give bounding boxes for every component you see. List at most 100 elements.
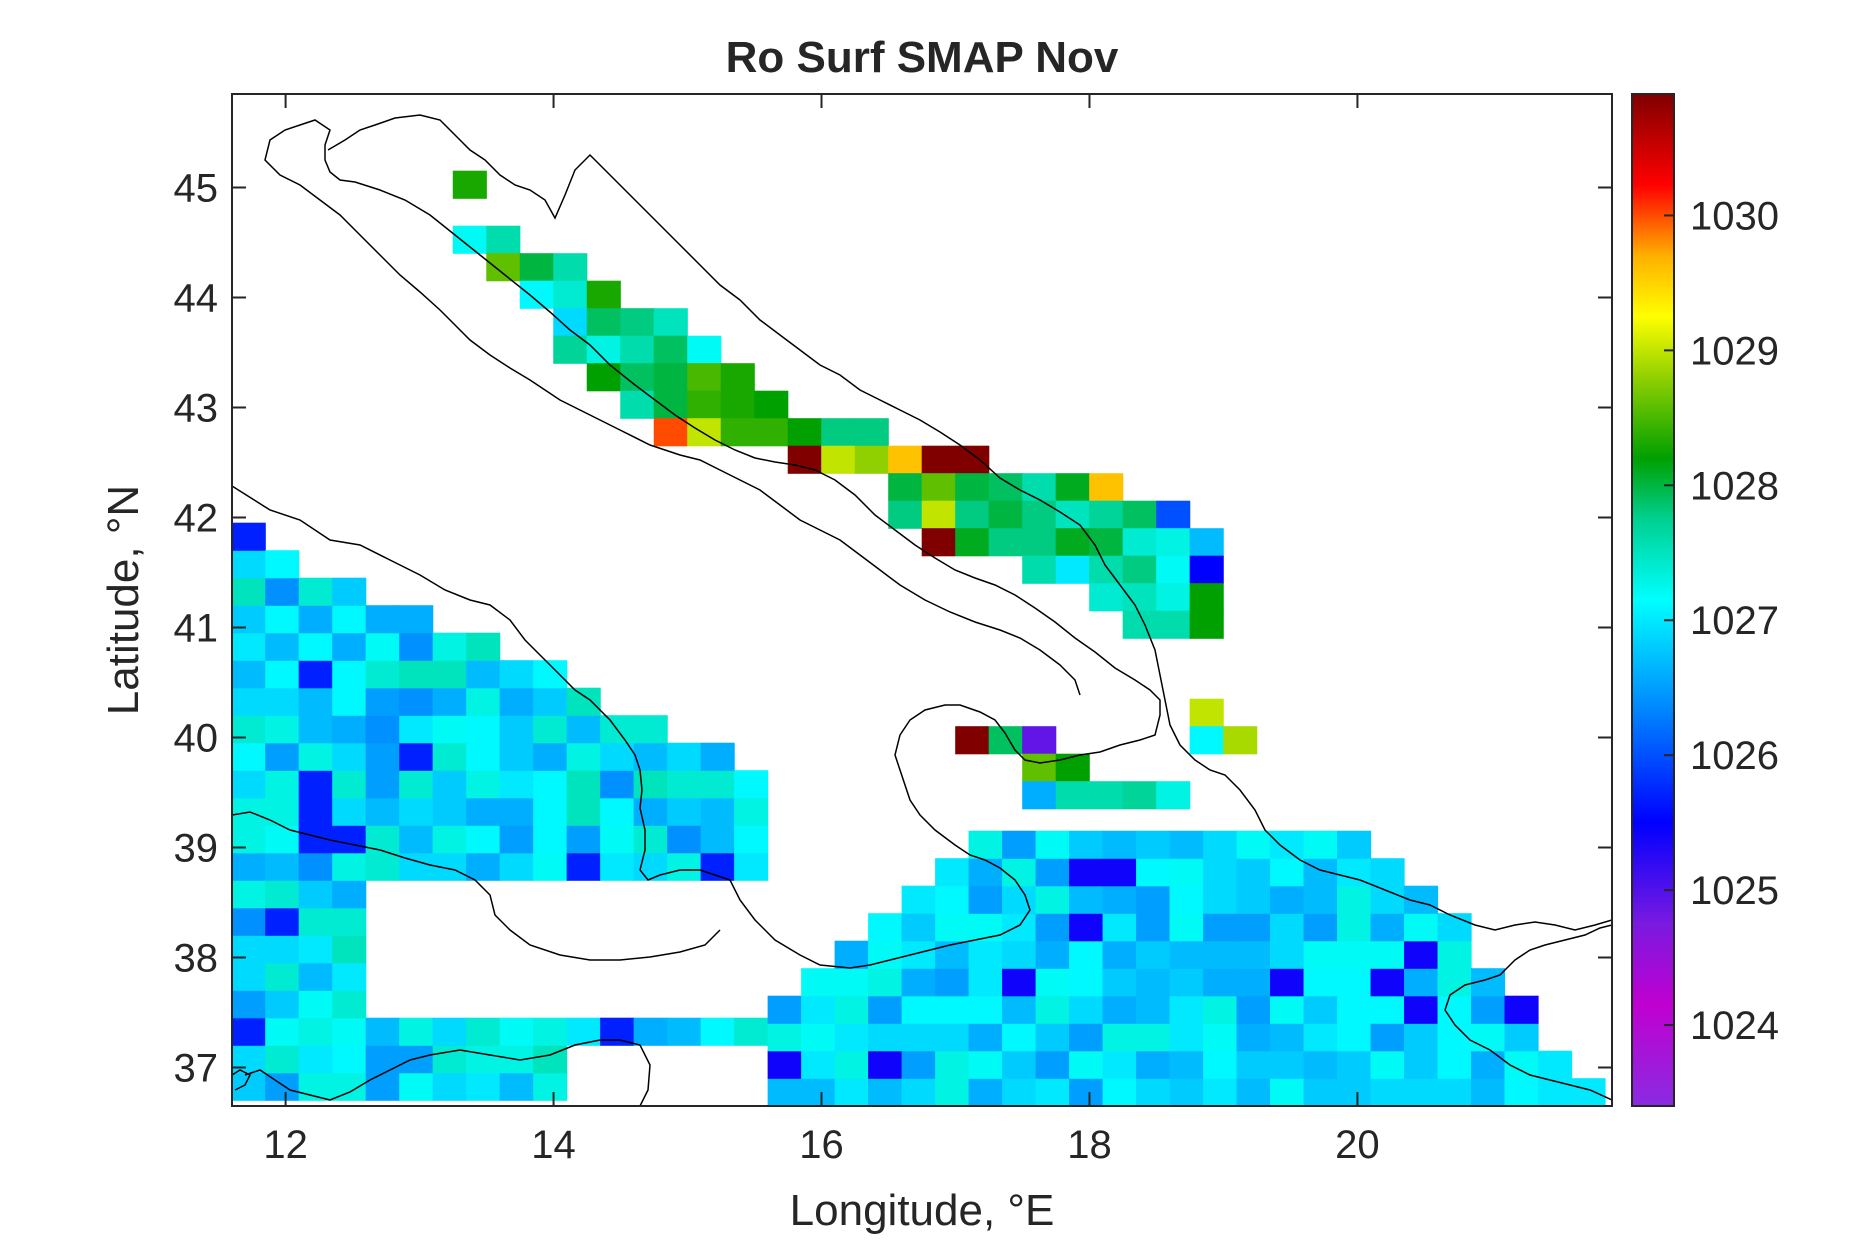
heatmap-cell — [298, 1045, 333, 1074]
heatmap-cell — [332, 632, 367, 661]
heatmap-cell — [767, 995, 802, 1024]
heatmap-cell — [734, 825, 769, 854]
heatmap-cell — [232, 770, 266, 799]
heatmap-cell — [486, 225, 521, 254]
heatmap-cell — [1189, 583, 1224, 612]
heatmap-cell — [232, 1045, 266, 1074]
heatmap-cell — [734, 1017, 769, 1046]
heatmap-cell — [519, 253, 554, 282]
heatmap-cell — [1236, 830, 1271, 859]
heatmap-cell — [968, 858, 1003, 887]
heatmap-cell — [935, 885, 970, 914]
heatmap-cell — [298, 880, 333, 909]
heatmap-cell — [332, 770, 367, 799]
heatmap-cell — [667, 825, 702, 854]
heatmap-cell — [1035, 913, 1070, 942]
heatmap-cell — [533, 1072, 568, 1101]
heatmap-cell — [687, 390, 722, 419]
heatmap-cell — [332, 797, 367, 826]
heatmap-cell — [232, 522, 266, 551]
chart-title: Ro Surf SMAP Nov — [726, 33, 1119, 82]
heatmap-cell — [935, 1023, 970, 1052]
heatmap-cell — [232, 880, 266, 909]
heatmap-cell — [365, 687, 400, 716]
heatmap-cell — [1102, 1078, 1137, 1106]
y-axis: 37 38 39 40 41 42 43 44 45 — [174, 167, 1612, 1091]
heatmap-cell — [988, 500, 1023, 529]
heatmap-cell — [1089, 528, 1124, 557]
heatmap-cell — [332, 962, 367, 991]
heatmap-cell — [1571, 1078, 1606, 1106]
heatmap-cell — [968, 885, 1003, 914]
heatmap-cell — [633, 825, 668, 854]
heatmap-cell — [600, 852, 635, 881]
heatmap-cell — [1303, 995, 1338, 1024]
heatmap-cell — [600, 825, 635, 854]
heatmap-cell — [667, 742, 702, 771]
heatmap-cell — [365, 825, 400, 854]
heatmap-cell — [653, 308, 688, 337]
heatmap-cell — [955, 500, 990, 529]
heatmap-cell — [466, 1045, 501, 1074]
heatmap-cell — [399, 770, 434, 799]
heatmap-cell — [232, 1017, 266, 1046]
heatmap-cell — [466, 742, 501, 771]
heatmap-cell — [801, 995, 836, 1024]
heatmap-cell — [265, 907, 300, 936]
heatmap-cell — [432, 825, 467, 854]
heatmap-cell — [633, 715, 668, 744]
heatmap-cell — [466, 1017, 501, 1046]
x-tick-label: 16 — [799, 1123, 844, 1167]
heatmap-cell — [901, 1078, 936, 1106]
heatmap-cell — [265, 550, 300, 579]
heatmap-cell — [1370, 1023, 1405, 1052]
heatmap-cell — [553, 280, 588, 309]
heatmap-cell — [1337, 940, 1372, 969]
heatmap-cell — [868, 995, 903, 1024]
heatmap-cell — [935, 968, 970, 997]
heatmap-cell — [868, 1050, 903, 1079]
heatmap-cell — [1102, 1023, 1137, 1052]
heatmap-cell — [553, 335, 588, 364]
heatmap-cell — [700, 1017, 735, 1046]
colorbar-ticks: 1024 1025 1026 1027 1028 1029 1030 — [1664, 194, 1779, 1048]
heatmap-cell — [1002, 858, 1037, 887]
heatmap-cell — [720, 363, 755, 392]
heatmap-cell — [1203, 995, 1238, 1024]
heatmap-cell — [365, 1017, 400, 1046]
y-tick-label: 44 — [174, 277, 219, 321]
heatmap-cell — [1169, 1078, 1204, 1106]
heatmap-cell — [1437, 913, 1472, 942]
heatmap-cell — [298, 715, 333, 744]
heatmap-cell — [332, 605, 367, 634]
heatmap-cell — [1404, 968, 1439, 997]
heatmap-cell — [1203, 1050, 1238, 1079]
heatmap-cell — [1370, 968, 1405, 997]
heatmap-cell — [232, 990, 266, 1019]
heatmap-cell — [1169, 968, 1204, 997]
heatmap-cell — [1069, 995, 1104, 1024]
heatmap-cell — [1156, 781, 1191, 810]
heatmap-cell — [1270, 830, 1305, 859]
heatmap-cell — [767, 1023, 802, 1052]
heatmap-cell — [1270, 1023, 1305, 1052]
heatmap-cell — [265, 797, 300, 826]
heatmap-cell — [232, 660, 266, 689]
heatmap-cell — [1136, 1023, 1171, 1052]
heatmap-cell — [399, 1045, 434, 1074]
heatmap-cell — [232, 715, 266, 744]
heatmap-cell — [265, 770, 300, 799]
heatmap-cell — [1156, 555, 1191, 584]
coastline-balkans — [327, 114, 1612, 931]
heatmap-cell — [533, 797, 568, 826]
heatmap-cell — [298, 687, 333, 716]
heatmap-cell — [298, 852, 333, 881]
heatmap-cell — [935, 1078, 970, 1106]
heatmap-cell — [1337, 830, 1372, 859]
x-axis: 12 14 16 18 20 — [263, 94, 1380, 1167]
heatmap-cell — [232, 687, 266, 716]
heatmap-cell — [1035, 858, 1070, 887]
heatmap-cell — [633, 852, 668, 881]
heatmap-cell — [854, 445, 889, 474]
heatmap-cell — [968, 913, 1003, 942]
